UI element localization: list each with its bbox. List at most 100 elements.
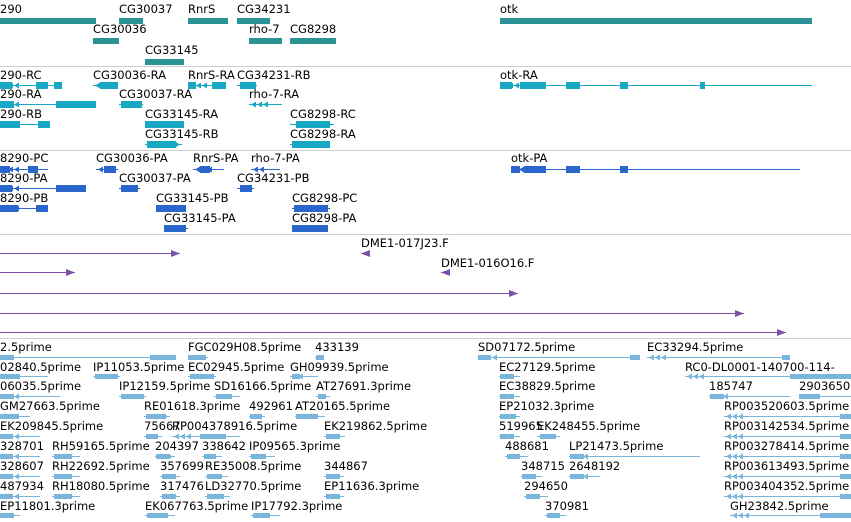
feature-glyph[interactable] <box>145 512 175 519</box>
feature-label[interactable]: CG30037-PA <box>119 171 191 185</box>
feature-glyph[interactable] <box>164 225 188 232</box>
feature-label[interactable]: CG8298-PC <box>292 191 358 205</box>
feature-glyph[interactable] <box>214 393 240 400</box>
feature-label[interactable]: FGC029H08.5prime <box>188 340 302 354</box>
feature-glyph[interactable] <box>324 433 345 440</box>
feature-glyph[interactable] <box>685 373 851 380</box>
feature-glyph[interactable] <box>145 59 184 65</box>
feature-glyph[interactable] <box>0 493 40 500</box>
feature-label[interactable]: CG30037 <box>119 2 173 16</box>
feature-label[interactable]: RP003520603.5prime <box>724 399 850 413</box>
feature-label[interactable]: 488681 <box>505 439 549 453</box>
feature-glyph[interactable] <box>0 205 48 212</box>
feature-glyph[interactable] <box>249 101 282 108</box>
feature-label[interactable]: CG30036 <box>93 22 147 36</box>
feature-label[interactable]: EK248455.5prime <box>537 419 641 433</box>
feature-label[interactable]: CG8298-RC <box>290 107 356 121</box>
feature-label[interactable]: CG34231-RB <box>237 68 311 82</box>
feature-label[interactable]: EK067763.5prime <box>145 499 249 513</box>
feature-glyph[interactable] <box>249 453 275 460</box>
feature-label[interactable]: CG33145-PA <box>164 211 236 225</box>
feature-label[interactable]: CG8298-PA <box>292 211 357 225</box>
feature-label[interactable]: EC38829.5prime <box>499 379 596 393</box>
feature-glyph[interactable] <box>441 269 450 276</box>
feature-glyph[interactable] <box>569 453 700 460</box>
feature-label[interactable]: RH18080.5prime <box>52 479 150 493</box>
feature-glyph[interactable] <box>144 413 170 420</box>
feature-label[interactable]: IP09565.3prime <box>249 439 341 453</box>
feature-glyph[interactable] <box>251 512 280 519</box>
feature-label[interactable]: 338642 <box>202 439 246 453</box>
feature-label[interactable]: GH09939.5prime <box>290 360 389 374</box>
feature-label[interactable]: otk-PA <box>511 151 548 165</box>
feature-label[interactable]: RnrS-RA <box>188 68 235 82</box>
feature-label[interactable]: 290-RC <box>0 68 42 82</box>
feature-glyph[interactable] <box>499 433 520 440</box>
feature-glyph[interactable] <box>119 18 143 24</box>
feature-label[interactable]: 290-RA <box>0 87 42 101</box>
feature-label[interactable]: CG30036-PA <box>96 151 168 165</box>
feature-glyph[interactable] <box>205 493 230 500</box>
feature-label[interactable]: RH59165.5prime <box>52 439 150 453</box>
feature-glyph[interactable] <box>0 82 62 89</box>
feature-glyph[interactable] <box>119 101 143 108</box>
feature-glyph[interactable] <box>290 373 318 380</box>
feature-glyph[interactable] <box>290 121 334 128</box>
feature-label[interactable]: CG33145-PB <box>156 191 229 205</box>
feature-glyph[interactable] <box>172 433 240 440</box>
feature-label[interactable]: 8290-PA <box>0 171 48 185</box>
feature-label[interactable]: RP003142534.5prime <box>724 419 850 433</box>
feature-glyph[interactable] <box>0 393 60 400</box>
feature-label[interactable]: 2903650 <box>799 379 851 393</box>
feature-label[interactable]: EK209845.5prime <box>0 419 104 433</box>
feature-label[interactable]: CG33145-RB <box>145 127 219 141</box>
feature-glyph[interactable] <box>500 82 812 89</box>
feature-glyph[interactable] <box>0 290 518 297</box>
feature-label[interactable]: rho-7-RA <box>249 87 300 101</box>
feature-glyph[interactable] <box>315 354 324 361</box>
feature-glyph[interactable] <box>290 38 336 44</box>
feature-label[interactable]: 204397 <box>155 439 199 453</box>
feature-glyph[interactable] <box>237 185 254 192</box>
feature-label[interactable]: 75667 <box>144 419 181 433</box>
feature-glyph[interactable] <box>193 166 224 173</box>
feature-glyph[interactable] <box>249 38 282 44</box>
feature-glyph[interactable] <box>144 434 162 439</box>
feature-label[interactable]: RP003613493.5prime <box>724 459 850 473</box>
feature-glyph[interactable] <box>709 393 790 400</box>
feature-glyph[interactable] <box>251 166 280 173</box>
feature-label[interactable]: EC02945.5prime <box>188 360 285 374</box>
feature-glyph[interactable] <box>569 473 600 480</box>
feature-glyph[interactable] <box>724 433 851 440</box>
feature-label[interactable]: IP17792.3prime <box>251 499 343 513</box>
feature-label[interactable]: 294650 <box>524 479 568 493</box>
feature-glyph[interactable] <box>145 141 182 148</box>
feature-glyph[interactable] <box>0 453 40 460</box>
feature-glyph[interactable] <box>93 82 118 89</box>
feature-label[interactable]: LD32770.5prime <box>205 479 302 493</box>
feature-label[interactable]: IP12159.5prime <box>119 379 211 393</box>
feature-glyph[interactable] <box>647 354 790 361</box>
feature-glyph[interactable] <box>96 166 118 173</box>
feature-glyph[interactable] <box>724 493 851 500</box>
feature-label[interactable]: CG33145 <box>145 43 199 57</box>
feature-glyph[interactable] <box>537 433 560 440</box>
feature-glyph[interactable] <box>188 355 208 360</box>
feature-label[interactable]: 8290-PB <box>0 191 49 205</box>
feature-glyph[interactable] <box>499 373 520 380</box>
feature-glyph[interactable] <box>316 393 330 400</box>
feature-glyph[interactable] <box>52 473 80 480</box>
feature-label[interactable]: 519965 <box>499 419 543 433</box>
feature-label[interactable]: IP11053.5prime <box>93 360 185 374</box>
feature-glyph[interactable] <box>0 473 40 480</box>
feature-glyph[interactable] <box>0 121 50 128</box>
feature-label[interactable]: otk-RA <box>500 68 538 82</box>
feature-glyph[interactable] <box>292 225 328 232</box>
feature-label[interactable]: EP21032.3prime <box>499 399 595 413</box>
feature-label[interactable]: CG33145-RA <box>145 107 219 121</box>
feature-glyph[interactable] <box>724 453 851 460</box>
feature-label[interactable]: 2.5prime <box>0 340 52 354</box>
feature-label[interactable]: LP21473.5prime <box>569 439 664 453</box>
feature-label[interactable]: 290 <box>0 2 22 16</box>
feature-label[interactable]: otk <box>500 2 519 16</box>
